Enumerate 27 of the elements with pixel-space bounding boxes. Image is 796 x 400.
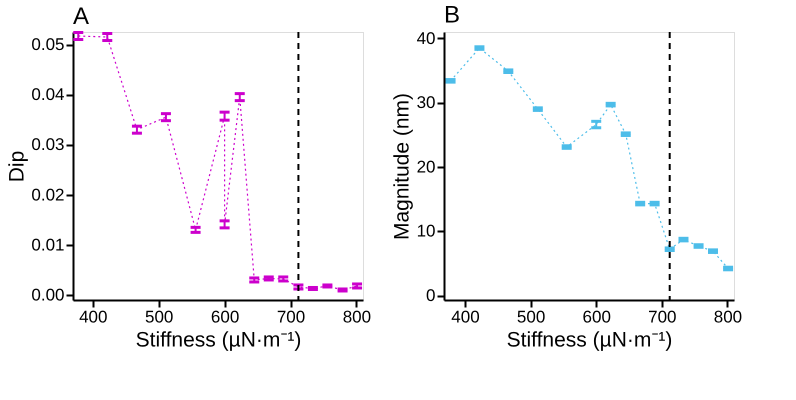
x-tick-label: 400 bbox=[79, 308, 108, 326]
y-tick-label: 0.00 bbox=[31, 285, 64, 304]
y-tick-label: 0.05 bbox=[31, 35, 64, 54]
x-tick-label: 600 bbox=[210, 308, 240, 326]
x-tick-label: 600 bbox=[582, 308, 611, 326]
y-tick-label: 10 bbox=[416, 222, 436, 241]
y-axis-title: Dip bbox=[5, 150, 28, 182]
y-tick-label: 20 bbox=[416, 157, 436, 176]
x-axis-title: Stiffness (µN·m⁻¹) bbox=[136, 328, 302, 352]
y-tick-label: 30 bbox=[416, 93, 436, 112]
y-tick-label: 0.03 bbox=[31, 135, 64, 154]
x-tick-label: 700 bbox=[648, 308, 677, 326]
chart-title: B bbox=[444, 1, 460, 28]
y-tick-label: 0.04 bbox=[31, 85, 64, 104]
x-tick-label: 800 bbox=[342, 308, 372, 326]
x-tick-label: 400 bbox=[451, 308, 480, 326]
y-axis-title: Magnitude (nm) bbox=[390, 92, 414, 240]
x-tick-label: 700 bbox=[276, 308, 306, 326]
y-tick-label: 0 bbox=[426, 286, 436, 305]
x-axis-title: Stiffness (µN·m⁻¹) bbox=[506, 328, 672, 352]
y-tick-label: 0.01 bbox=[31, 235, 64, 254]
y-tick-label: 0.02 bbox=[31, 185, 64, 204]
x-tick-label: 800 bbox=[714, 308, 742, 326]
y-tick-label: 40 bbox=[416, 28, 436, 48]
x-tick-label: 500 bbox=[516, 308, 546, 326]
x-tick-label: 500 bbox=[144, 308, 174, 326]
chart-title: A bbox=[73, 3, 90, 30]
